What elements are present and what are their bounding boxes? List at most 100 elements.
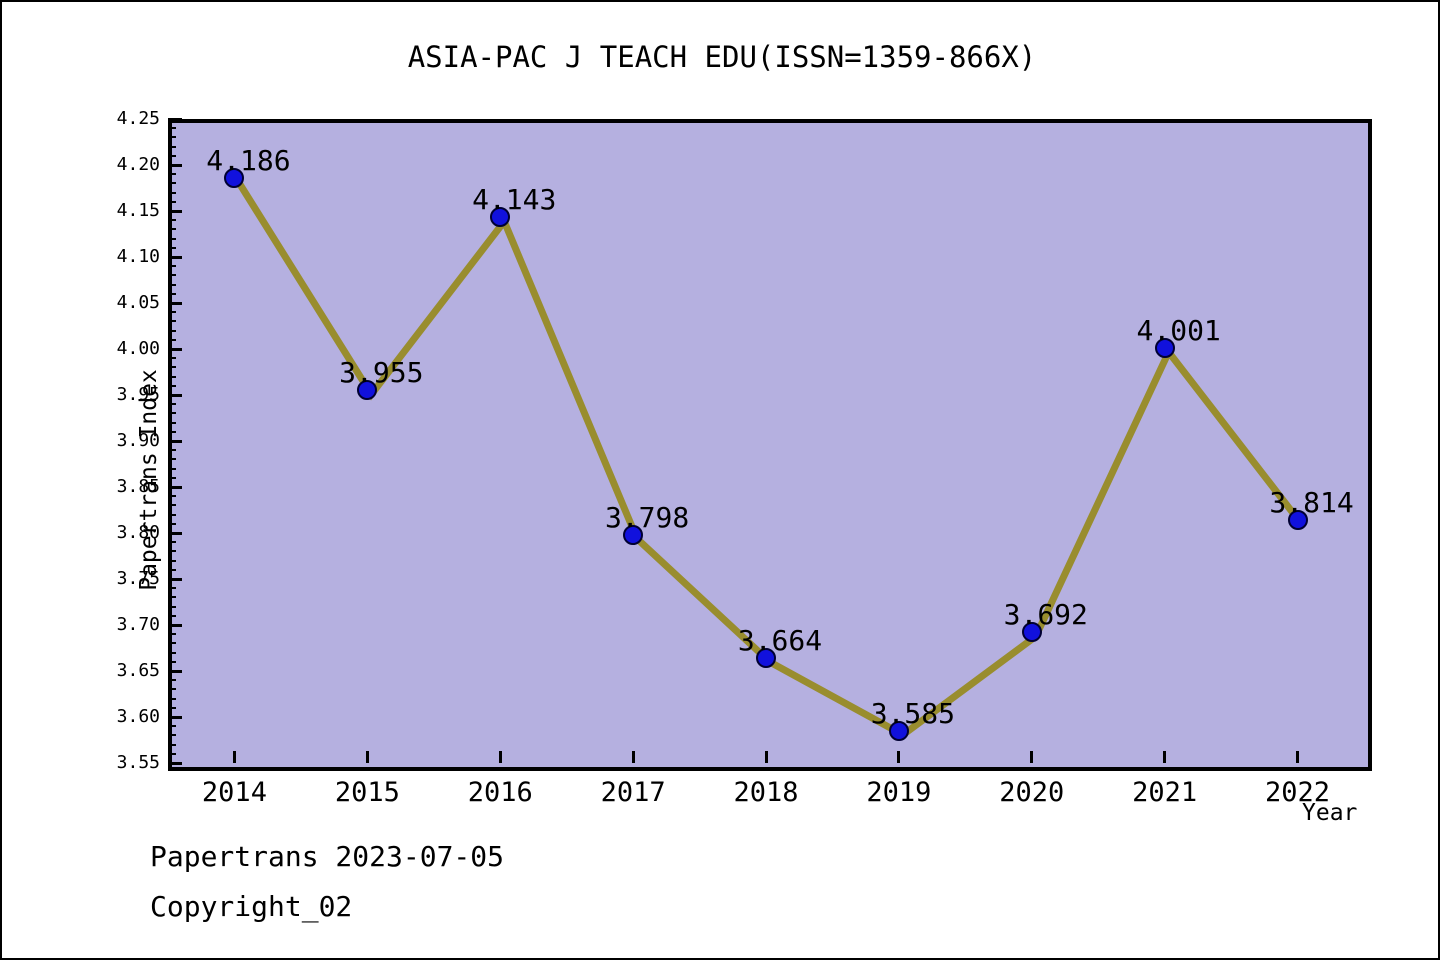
y-axis-tick-label: 4.15 <box>116 200 160 221</box>
x-axis-major-tick <box>897 751 901 763</box>
x-axis-major-tick <box>365 751 369 763</box>
y-axis-minor-tick <box>168 403 176 406</box>
y-axis-major-tick <box>168 761 182 765</box>
y-axis-minor-tick <box>168 430 176 433</box>
y-axis-minor-tick <box>168 559 176 562</box>
y-axis-minor-tick <box>168 743 176 746</box>
y-axis-minor-tick <box>168 412 176 415</box>
y-axis-tick-label: 4.10 <box>116 246 160 267</box>
x-axis-major-tick <box>764 751 768 763</box>
y-axis-minor-tick <box>168 228 176 231</box>
data-point-marker[interactable] <box>224 167 245 188</box>
y-axis-minor-tick <box>168 237 176 240</box>
y-axis-minor-tick <box>168 522 176 525</box>
y-axis-major-tick <box>168 117 182 121</box>
x-axis-major-tick <box>631 751 635 763</box>
y-axis-major-tick <box>168 715 182 719</box>
y-axis-minor-tick <box>168 200 176 203</box>
y-axis-tick-label: 3.90 <box>116 430 160 451</box>
x-axis-tick-label: 2014 <box>201 777 267 808</box>
y-axis-major-tick <box>168 393 182 397</box>
y-axis-minor-tick <box>168 154 176 157</box>
y-axis-minor-tick <box>168 513 176 516</box>
x-axis-tick-label: 2019 <box>866 777 932 808</box>
y-axis-minor-tick <box>168 145 176 148</box>
y-axis-minor-tick <box>168 706 176 709</box>
y-axis-major-tick <box>168 669 182 673</box>
data-point-marker[interactable] <box>888 720 909 741</box>
y-axis-minor-tick <box>168 265 176 268</box>
x-axis-major-tick <box>232 751 236 763</box>
y-axis-tick-label: 3.85 <box>116 476 160 497</box>
y-axis-minor-tick <box>168 596 176 599</box>
plot-inner <box>172 123 1368 767</box>
y-axis-minor-tick <box>168 688 176 691</box>
data-point-value-label: 4.186 <box>206 143 291 177</box>
data-point-marker[interactable] <box>756 648 776 669</box>
y-axis-minor-tick <box>168 633 176 636</box>
y-axis-minor-tick <box>168 173 176 176</box>
y-axis-minor-tick <box>168 292 176 295</box>
y-axis-major-tick <box>168 531 182 535</box>
y-axis-tick-label: 4.20 <box>116 154 160 175</box>
plot-area <box>168 119 1372 771</box>
y-axis-tick-label: 4.25 <box>116 108 160 129</box>
y-axis-major-tick <box>168 439 182 443</box>
y-axis-minor-tick <box>168 495 176 498</box>
y-axis-minor-tick <box>168 136 176 139</box>
x-axis-major-tick <box>1296 751 1300 763</box>
footer-source-date: Papertrans 2023-07-05 <box>150 840 505 873</box>
y-axis-major-tick <box>168 163 182 167</box>
data-point-value-label: 4.143 <box>472 183 557 217</box>
y-axis-minor-tick <box>168 660 176 663</box>
y-axis-minor-tick <box>168 357 176 360</box>
data-point-marker[interactable] <box>357 380 378 401</box>
data-point-value-label: 3.585 <box>870 696 956 730</box>
y-axis-major-tick <box>168 209 182 213</box>
x-axis-tick-label: 2021 <box>1132 777 1198 808</box>
x-axis-major-tick <box>1163 751 1167 763</box>
x-axis-tick-label: 2017 <box>600 777 666 808</box>
data-point-value-label: 3.955 <box>339 356 424 390</box>
y-axis-minor-tick <box>168 182 176 185</box>
y-axis-minor-tick <box>168 311 176 314</box>
x-axis-major-tick <box>498 751 502 763</box>
y-axis-minor-tick <box>168 320 176 323</box>
y-axis-major-tick <box>168 255 182 259</box>
y-axis-minor-tick <box>168 541 176 544</box>
y-axis-minor-tick <box>168 366 176 369</box>
y-axis-tick-label: 4.05 <box>116 292 160 313</box>
page-title: ASIA-PAC J TEACH EDU(ISSN=1359-866X) <box>407 40 1037 74</box>
data-point-value-label: 3.798 <box>604 500 690 534</box>
y-axis-minor-tick <box>168 283 176 286</box>
data-point-value-label: 4.001 <box>1136 314 1221 348</box>
line-series <box>235 180 1305 739</box>
y-axis-minor-tick <box>168 725 176 728</box>
data-point-marker[interactable] <box>1021 622 1042 643</box>
y-axis-minor-tick <box>168 587 176 590</box>
data-point-marker[interactable] <box>1287 510 1308 531</box>
y-axis-minor-tick <box>168 614 176 617</box>
x-axis-tick-label: 2016 <box>467 777 533 808</box>
y-axis-minor-tick <box>168 458 176 461</box>
y-axis-minor-tick <box>168 568 176 571</box>
footer-copyright: Copyright_02 <box>150 890 353 923</box>
y-axis-minor-tick <box>168 605 176 608</box>
y-axis-tick-label: 3.55 <box>116 752 160 773</box>
y-axis-minor-tick <box>168 476 176 479</box>
data-point-marker[interactable] <box>490 207 511 228</box>
y-axis-minor-tick <box>168 679 176 682</box>
y-axis-tick-label: 3.60 <box>116 706 160 727</box>
y-axis-minor-tick <box>168 246 176 249</box>
x-axis-tick-label: 2022 <box>1265 777 1331 808</box>
y-axis-minor-tick <box>168 734 176 737</box>
y-axis-minor-tick <box>168 421 176 424</box>
data-point-marker[interactable] <box>1154 338 1175 359</box>
x-axis-tick-label: 2018 <box>733 777 799 808</box>
y-axis-minor-tick <box>168 329 176 332</box>
y-axis-tick-label: 3.95 <box>116 384 160 405</box>
y-axis-minor-tick <box>168 219 176 222</box>
x-axis-tick-label: 2015 <box>334 777 400 808</box>
data-point-marker[interactable] <box>623 524 644 545</box>
